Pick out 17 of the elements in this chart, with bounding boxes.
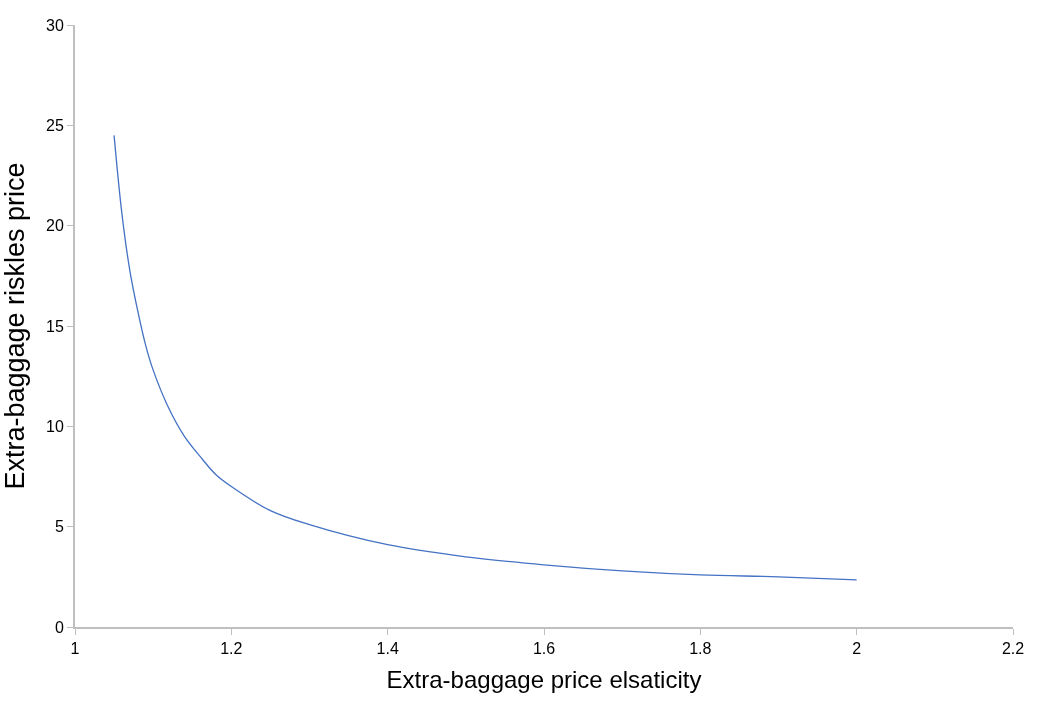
x-tick-label: 1.8 [689, 640, 712, 658]
x-tick-label: 2 [852, 640, 862, 658]
y-tick-label: 30 [46, 16, 64, 34]
y-tick-label: 15 [46, 317, 64, 335]
y-tick-label: 5 [54, 518, 64, 536]
y-tick-label: 25 [46, 116, 64, 134]
x-tick-label: 1.2 [220, 640, 243, 658]
y-axis-title: Extra-baggage riskles price [0, 162, 30, 490]
x-axis-title: Extra-baggage price elsaticity [386, 666, 702, 693]
x-tick-label: 2.2 [1001, 640, 1025, 658]
y-tick-label: 0 [54, 618, 64, 636]
x-tick-label: 1.6 [532, 640, 556, 658]
line-series [113, 134, 858, 581]
y-tick-label: 10 [46, 417, 64, 435]
x-tick-label: 1 [70, 640, 80, 658]
y-tick-label: 20 [46, 217, 64, 235]
x-tick-label: 1.4 [376, 640, 399, 658]
